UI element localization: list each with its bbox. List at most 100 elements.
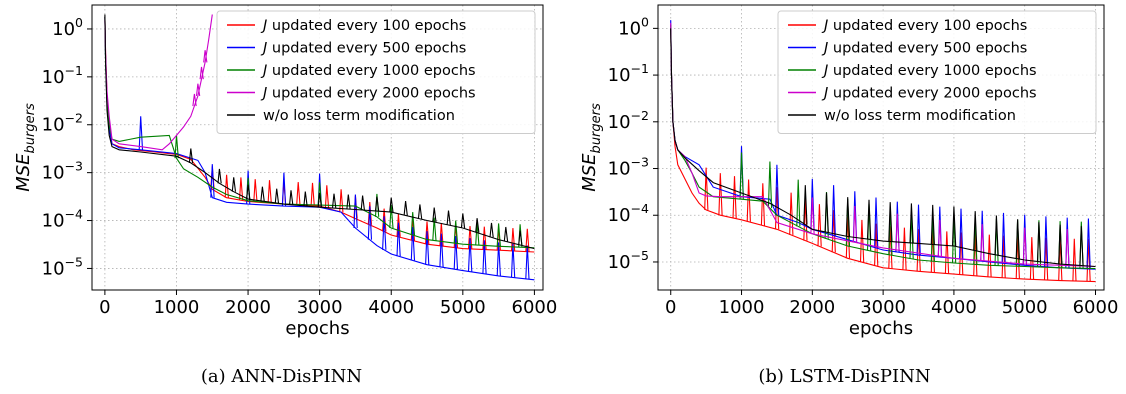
x-tick-label: 1000 [719, 297, 765, 318]
series-spike-5 [360, 195, 365, 211]
y-tick-label: 10−3 [608, 155, 649, 180]
legend-label: w/o loss term modification [263, 108, 455, 124]
x-tick-label: 3000 [860, 297, 906, 318]
series-spike-5 [317, 192, 322, 208]
series-line-2 [104, 16, 535, 281]
series-spike-5 [188, 148, 194, 163]
x-axis-label: epochs [285, 318, 349, 339]
series-spike-4 [852, 205, 858, 243]
series-spike-4 [895, 213, 900, 251]
series-spike-2 [453, 235, 459, 270]
series-spike-2 [382, 216, 387, 250]
series-spike-5 [845, 197, 851, 237]
series-spike-2 [874, 197, 879, 249]
series-spike-5 [951, 206, 957, 247]
series-spike-4 [980, 224, 985, 261]
x-tick-label: 5000 [440, 297, 486, 318]
legend-label: J updated every 500 epochs [821, 41, 1027, 57]
series-spike-2 [774, 164, 780, 216]
x-tick-label: 3000 [297, 297, 343, 318]
y-tick-label: 100 [618, 14, 649, 39]
x-tick-label: 1000 [154, 297, 200, 318]
series-spike-1 [482, 226, 487, 250]
series-spike-1 [1029, 237, 1035, 280]
x-tick-label: 6000 [1073, 297, 1119, 318]
series-spike-1 [718, 173, 723, 216]
series-spike-2 [1001, 212, 1006, 264]
legend-box [777, 10, 1097, 134]
series-spike-2 [210, 164, 215, 198]
series-spike-4 [810, 197, 815, 234]
series-spike-5 [803, 185, 808, 225]
series-spike-1 [746, 179, 751, 222]
y-axis-label: MSEburgers [13, 103, 38, 192]
series-spike-1 [1072, 238, 1077, 282]
series-spike-1 [902, 227, 907, 270]
series-spike-2 [410, 226, 416, 261]
series-spike-5 [1015, 219, 1020, 259]
series-spike-4 [192, 93, 197, 107]
y-tick-label: 10−4 [608, 201, 649, 226]
y-axis-label: MSEburgers [579, 103, 604, 192]
caption-b: (b) LSTM-DisPINN [758, 366, 931, 387]
x-tick-label: 5000 [1002, 297, 1048, 318]
series-spike-1 [339, 189, 344, 213]
series-spike-1 [253, 179, 258, 203]
series-spike-4 [937, 219, 943, 257]
legend-label: J updated every 1000 epochs [260, 63, 476, 79]
series-spike-5 [417, 204, 423, 219]
gridlines [658, 5, 1104, 290]
series-spike-5 [489, 222, 494, 238]
series-spike-5 [460, 213, 466, 229]
series-spike-2 [467, 238, 473, 272]
series-spike-5 [973, 211, 978, 251]
series-spike-4 [1065, 229, 1070, 266]
legend: J updated every 100 epochs J updated ever… [216, 10, 536, 134]
series-spike-5 [303, 191, 308, 207]
series-spike-5 [888, 202, 893, 242]
y-tick-label: 10−1 [608, 61, 649, 86]
legend-label: J updated every 2000 epochs [821, 86, 1037, 102]
series-spike-1 [959, 232, 964, 275]
series-spike-5 [374, 196, 380, 212]
series-spike-2 [396, 222, 401, 257]
series-spike-2 [510, 243, 516, 278]
series-spike-5 [518, 230, 523, 246]
chart-panel-b: 0 1000 2000 3000 4000 5000 6000 100 10−1 10−2 10−3… [563, 0, 1126, 394]
chart-panel-a: 0 1000 2000 3000 4000 5000 6000 100 10−1 10−2 10−3… [13, 4, 558, 387]
legend-label: J updated every 100 epochs [821, 18, 1027, 34]
x-tick-label: 6000 [512, 297, 558, 318]
series-spike-2 [916, 204, 921, 256]
series-spike-4 [1022, 227, 1028, 265]
y-tick-label: 10−4 [42, 207, 83, 232]
series-spike-1 [224, 174, 229, 198]
series-spike-3 [453, 220, 459, 244]
series-line-5 [670, 28, 1096, 268]
series-spike-1 [859, 219, 865, 263]
legend-label: J updated every 1000 epochs [821, 63, 1037, 79]
x-tick-label: 2000 [789, 297, 835, 318]
series-spike-1 [987, 234, 992, 277]
series-spike-2 [439, 233, 444, 268]
series-line-5 [104, 14, 535, 250]
series-spike-5 [403, 201, 408, 216]
x-tick-label: 0 [665, 297, 676, 318]
legend-label: J updated every 500 epochs [260, 41, 466, 57]
series-spike-5 [274, 188, 280, 204]
y-tick-label: 10−5 [608, 248, 649, 273]
series-spike-1 [732, 176, 737, 219]
series-spike-1 [467, 225, 473, 249]
y-tick-label: 10−1 [42, 63, 83, 88]
y-tick-label: 10−2 [608, 108, 649, 133]
chart-a: 0 1000 2000 3000 4000 5000 6000 100 10−1 10−2 10−3… [13, 4, 558, 339]
x-tick-label: 4000 [368, 297, 414, 318]
series-spike-1 [267, 180, 272, 204]
y-tick-label: 10−2 [42, 111, 83, 136]
series-spike-2 [831, 185, 836, 236]
series-spike-3 [432, 217, 437, 241]
series-spike-3 [389, 205, 394, 229]
series-spike-4 [195, 83, 201, 96]
series-spike-1 [817, 204, 822, 247]
series-spike-1 [324, 185, 330, 209]
legend-label: w/o loss term modification [824, 108, 1016, 124]
